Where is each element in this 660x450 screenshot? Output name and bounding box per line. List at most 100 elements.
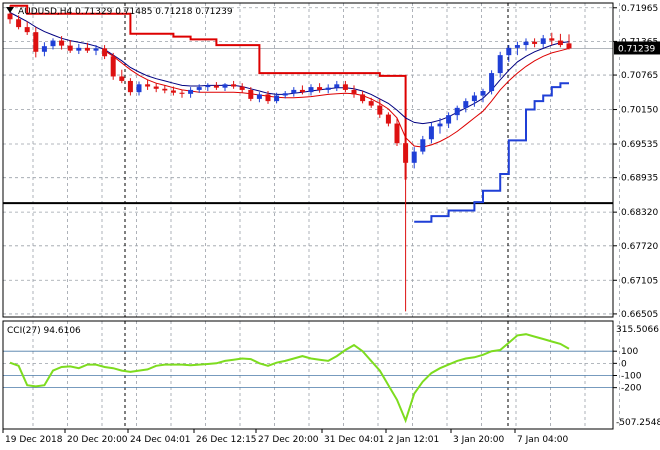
candle-body bbox=[334, 84, 340, 88]
candle-body bbox=[308, 87, 314, 93]
candle-body bbox=[248, 89, 254, 99]
time-tick-label: 3 Jan 20:00 bbox=[453, 435, 505, 445]
cci-level-label: 100 bbox=[621, 347, 638, 357]
price-tick-label: 0.71965 bbox=[621, 4, 658, 14]
candle-body bbox=[437, 123, 443, 127]
price-tick-label: 0.68935 bbox=[621, 174, 658, 184]
candle-body bbox=[119, 76, 125, 81]
candle-body bbox=[274, 95, 280, 102]
candle-body bbox=[411, 151, 417, 163]
candle-body bbox=[540, 38, 546, 44]
cci-line bbox=[9, 333, 570, 424]
candle-body bbox=[213, 85, 219, 88]
candle-body bbox=[16, 19, 22, 28]
time-tick-label: 20 Dec 20:00 bbox=[67, 435, 128, 445]
candle-body bbox=[7, 13, 13, 20]
candle-body bbox=[317, 87, 323, 90]
candle-body bbox=[41, 46, 47, 52]
candle-body bbox=[222, 84, 228, 88]
cci-min-label: -507.2548 bbox=[616, 418, 660, 428]
candle-body bbox=[179, 92, 185, 94]
candle-body bbox=[110, 56, 116, 77]
candle-body bbox=[368, 101, 374, 106]
candle-body bbox=[557, 40, 563, 46]
candle-body bbox=[446, 115, 452, 124]
candle-body bbox=[566, 43, 572, 49]
candle-body bbox=[420, 139, 426, 152]
cci-max-label: 315.5066 bbox=[616, 325, 659, 335]
candle-body bbox=[428, 126, 434, 140]
price-pane-border bbox=[2, 2, 614, 318]
candle-body bbox=[377, 105, 383, 115]
candle-body bbox=[59, 40, 65, 46]
candle-body bbox=[239, 86, 245, 90]
time-tick-label: 24 Dec 04:01 bbox=[130, 435, 191, 445]
candle-body bbox=[497, 55, 503, 74]
indicator-grid bbox=[3, 321, 620, 429]
cci-level-label: -100 bbox=[621, 372, 642, 382]
candle-body bbox=[231, 84, 237, 87]
candle-body bbox=[265, 94, 271, 102]
candle-body bbox=[102, 48, 108, 57]
price-tick-label: 0.66505 bbox=[621, 310, 658, 320]
candle-body bbox=[153, 86, 159, 89]
indicator-pane-border bbox=[2, 320, 614, 430]
price-tick-label: 0.67105 bbox=[621, 276, 658, 286]
candle-body bbox=[385, 114, 391, 124]
indicator-title: CCI(27) 94.6106 bbox=[7, 326, 81, 336]
stop-upper-line bbox=[10, 4, 407, 180]
candle-body bbox=[360, 94, 366, 102]
candle-body bbox=[463, 101, 469, 108]
candle-body bbox=[76, 47, 82, 51]
price-tick-label: 0.67720 bbox=[621, 242, 658, 252]
current-price-label: 0.71239 bbox=[618, 44, 655, 54]
chart-symbol-ohlc: AUDUSD,H4 0.71329 0.71485 0.71218 0.7123… bbox=[18, 7, 233, 17]
time-tick-label: 7 Jan 04:00 bbox=[517, 435, 569, 445]
candle-body bbox=[523, 41, 529, 46]
candle-body bbox=[33, 32, 39, 52]
menu-triangle-icon[interactable] bbox=[6, 7, 14, 13]
candle-body bbox=[299, 89, 305, 93]
candle-body bbox=[50, 40, 56, 47]
candle-body bbox=[454, 107, 460, 116]
candle-body bbox=[351, 89, 357, 95]
time-tick-label: 26 Dec 12:15 bbox=[196, 435, 257, 445]
stop-lower-line bbox=[414, 82, 569, 223]
candle-body bbox=[342, 84, 348, 90]
candle-body bbox=[145, 84, 151, 87]
candle-body bbox=[196, 87, 202, 90]
candle-body bbox=[84, 47, 90, 51]
ma-slow-line bbox=[104, 47, 570, 148]
price-tick-label: 0.68320 bbox=[621, 208, 658, 218]
candle-body bbox=[24, 27, 30, 33]
price-tick-label: 0.70150 bbox=[621, 106, 658, 116]
time-tick-label: 27 Dec 20:00 bbox=[258, 435, 319, 445]
cci-level-label: 0 bbox=[621, 359, 627, 369]
price-tick-label: 0.69535 bbox=[621, 140, 658, 150]
candle-body bbox=[480, 91, 486, 96]
candle-body bbox=[403, 143, 409, 163]
candle-body bbox=[471, 95, 477, 102]
candle-body bbox=[506, 47, 512, 56]
cci-level-label: -200 bbox=[621, 384, 642, 394]
candle-body bbox=[170, 90, 176, 93]
candle-body bbox=[93, 48, 99, 51]
time-tick-label: 2 Jan 12:01 bbox=[388, 435, 439, 445]
candle-body bbox=[549, 38, 555, 41]
time-tick-label: 31 Dec 04:01 bbox=[324, 435, 385, 445]
candle-body bbox=[325, 87, 331, 90]
candle-body bbox=[394, 123, 400, 144]
current-price-box bbox=[614, 41, 660, 55]
candle-body bbox=[291, 89, 297, 94]
candle-body bbox=[127, 80, 133, 93]
candle-body bbox=[162, 88, 168, 91]
candle-body bbox=[489, 73, 495, 92]
candle-body bbox=[514, 45, 520, 48]
candle-body bbox=[532, 41, 538, 44]
candle-body bbox=[256, 94, 262, 99]
candle-body bbox=[282, 93, 288, 96]
candle-body bbox=[205, 85, 211, 88]
price-tick-label: 0.70765 bbox=[621, 71, 658, 81]
candle-body bbox=[67, 45, 73, 51]
